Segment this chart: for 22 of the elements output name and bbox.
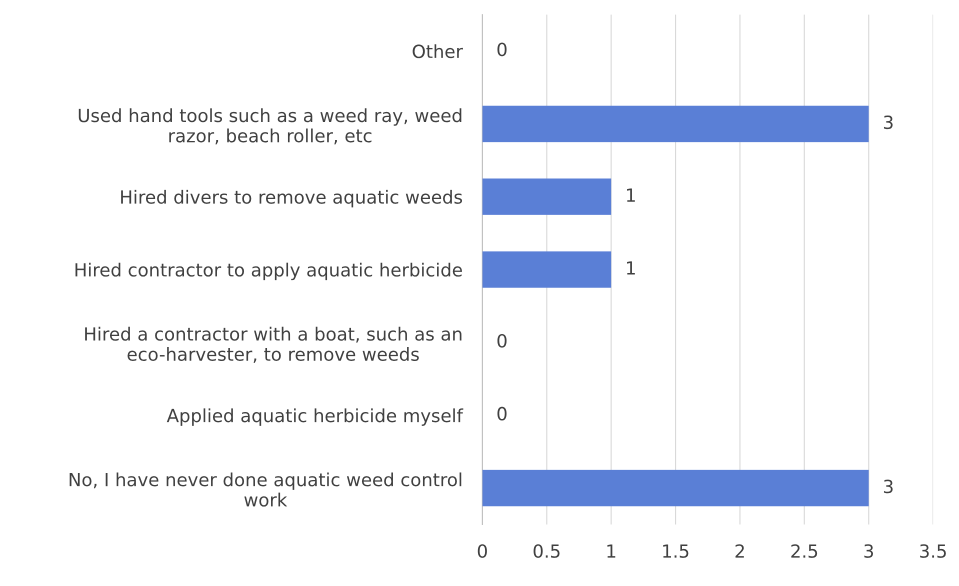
data-label: 0 xyxy=(497,42,507,56)
x-tick-label: 2.5 xyxy=(791,544,818,558)
data-label: 1 xyxy=(627,261,635,275)
y-tick-label: No, I have never done aquatic weed control work xyxy=(70,472,462,507)
x-tick-label: 0 xyxy=(478,544,487,558)
y-tick-label: Hired divers to remove aquatic weeds xyxy=(121,190,462,208)
data-label: 3 xyxy=(884,115,893,130)
x-tick-label: 3.5 xyxy=(920,544,946,558)
x-tick-label: 3 xyxy=(864,544,874,558)
x-tick-label: 0.5 xyxy=(534,544,560,558)
data-label: 0 xyxy=(497,334,507,348)
x-tick-label: 1.5 xyxy=(663,544,688,558)
data-label: 1 xyxy=(627,188,635,202)
x-tick-label: 2 xyxy=(736,544,744,558)
data-label: 3 xyxy=(884,480,893,494)
x-tick-label: 1 xyxy=(607,544,616,558)
y-tick-label: Hired a contractor with a boat, such as an eco-harvester, to remove weeds xyxy=(85,326,462,363)
y-tick-label: Hired contractor to apply aquatic herbicide xyxy=(76,262,462,280)
data-label: 0 xyxy=(497,406,507,420)
y-tick-label: Applied aquatic herbicide myself xyxy=(166,408,464,426)
y-tick-label: Other xyxy=(412,44,463,58)
y-tick-label: Used hand tools such as a weed ray, weed razor, beach roller, etc xyxy=(78,108,462,144)
